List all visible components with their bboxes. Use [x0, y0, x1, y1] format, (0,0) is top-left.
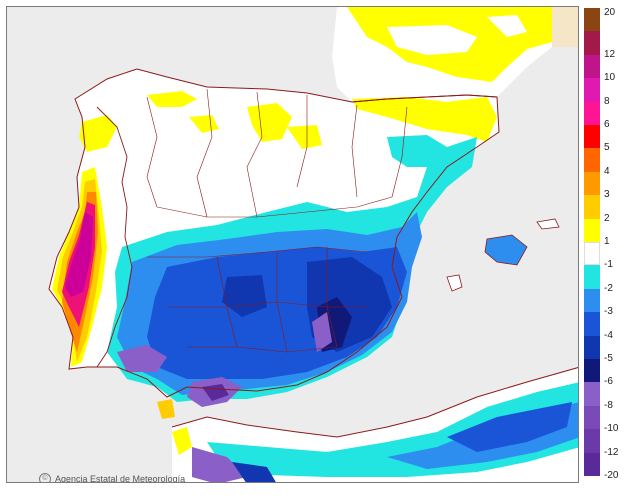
legend-item: -4 [584, 312, 628, 340]
portugal-border [96, 106, 133, 368]
legend-swatch [584, 31, 600, 55]
portugal-magenta [65, 212, 93, 297]
legend-swatch [584, 101, 600, 125]
mallorca-island [484, 234, 528, 266]
legend-swatch [584, 265, 600, 289]
legend-label: -2 [604, 282, 613, 294]
copyright-icon: © [39, 473, 51, 482]
legend-item: -10 [584, 405, 628, 434]
legend-swatch [584, 242, 600, 266]
legend-label: 4 [604, 165, 610, 177]
legend-item: 12 [584, 31, 628, 59]
legend-label: -1 [604, 259, 613, 271]
legend-swatch [584, 429, 600, 453]
legend-item: -2 [584, 265, 628, 293]
legend-label: -20 [604, 469, 619, 481]
legend-label: -4 [604, 329, 613, 341]
africa-yellow-tip [172, 427, 192, 455]
cyan-east-patch [387, 135, 447, 167]
legend-item: -12 [584, 429, 628, 457]
menorca-island [536, 218, 560, 230]
legend-item: 4 [584, 148, 628, 176]
legend-label: -12 [604, 446, 619, 458]
legend-label: -6 [604, 376, 613, 388]
legend-item: -20 [584, 452, 628, 480]
purple-zone-2 [117, 345, 167, 372]
legend-swatch [584, 8, 600, 32]
legend-swatch [584, 171, 600, 196]
legend-label: 6 [604, 118, 610, 130]
legend-item: -5 [584, 335, 628, 363]
legend-item: -1 [584, 242, 628, 270]
ibiza-island [446, 274, 463, 292]
africa-coastline [171, 367, 578, 438]
north-yellow-3 [247, 103, 292, 142]
legend-swatch [584, 335, 600, 359]
legend-item: 1 [584, 218, 628, 246]
north-yellow-2 [147, 91, 197, 107]
legend-swatch [584, 312, 600, 336]
legend-label: 12 [604, 48, 616, 60]
france-white-patch [387, 25, 477, 55]
north-yellow-5 [352, 97, 497, 142]
province-lines [146, 88, 408, 353]
africa-blue [447, 402, 572, 452]
france-white-patch-2 [487, 15, 527, 37]
legend-item: -8 [584, 382, 628, 410]
legend-label: 2 [604, 212, 610, 224]
africa-tan-ne [552, 7, 578, 47]
color-legend: 20 12 10 8 6 5 4 3 2 1 -1 -2 -3 -4 -5 -6 -8 -10 -12 -20 [584, 7, 628, 480]
legend-label: 10 [604, 72, 616, 84]
legend-item: -6 [584, 359, 628, 387]
gibraltar-yellow [157, 399, 175, 419]
north-yellow-6 [189, 115, 219, 133]
legend-label: -10 [604, 423, 619, 435]
legend-swatch [584, 405, 600, 430]
legend-label: -3 [604, 306, 613, 318]
france-border [351, 94, 498, 103]
africa-blue-dark [232, 462, 276, 482]
map-canvas [7, 7, 578, 482]
legend-item: 20 [584, 7, 628, 32]
credit-text: Agencia Estatal de Meteorología [55, 474, 186, 483]
legend-swatch [584, 54, 600, 79]
legend-swatch [584, 195, 600, 219]
legend-item: 10 [584, 54, 628, 83]
legend-label: 8 [604, 95, 610, 107]
legend-swatch [584, 218, 600, 242]
north-yellow-1 [79, 115, 117, 152]
legend-label: 5 [604, 142, 610, 154]
legend-swatch [584, 125, 600, 149]
legend-item: 3 [584, 171, 628, 200]
legend-label: -5 [604, 352, 613, 364]
africa-purple [192, 447, 247, 482]
legend-swatch [584, 452, 600, 476]
temperature-anomaly-map: © Agencia Estatal de Meteorología [6, 6, 579, 483]
legend-item: 6 [584, 101, 628, 129]
legend-swatch [584, 382, 600, 406]
iberia-coastline [48, 68, 500, 398]
purple-zone-1 [312, 312, 332, 352]
legend-swatch [584, 288, 600, 313]
legend-item: 5 [584, 125, 628, 153]
legend-label: 20 [604, 7, 616, 18]
legend-item: 8 [584, 78, 628, 106]
legend-label: 3 [604, 189, 610, 201]
legend-label: -8 [604, 399, 613, 411]
legend-item: -3 [584, 288, 628, 317]
legend-label: 1 [604, 235, 610, 247]
legend-swatch [584, 78, 600, 102]
legend-swatch [584, 148, 600, 172]
legend-item: 2 [584, 195, 628, 223]
north-yellow-4 [287, 125, 322, 149]
credit-line: © Agencia Estatal de Meteorología [39, 473, 186, 483]
legend-swatch [584, 359, 600, 383]
